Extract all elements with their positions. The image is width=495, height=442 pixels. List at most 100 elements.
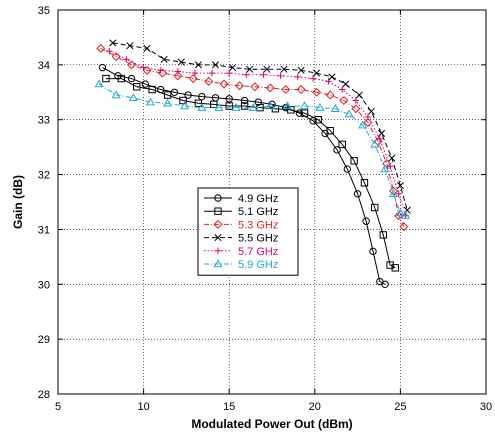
data-point xyxy=(246,65,254,73)
data-point xyxy=(163,91,172,99)
x-tick-label: 20 xyxy=(309,401,321,413)
x-tick-label: 5 xyxy=(55,401,61,413)
data-point xyxy=(141,80,150,88)
data-point xyxy=(395,208,405,217)
data-point xyxy=(184,91,192,99)
data-point xyxy=(263,65,271,73)
data-point xyxy=(240,96,249,105)
legend-marker xyxy=(214,207,222,215)
data-point xyxy=(188,74,198,84)
data-point xyxy=(314,116,322,124)
legend-marker xyxy=(214,247,222,254)
data-point xyxy=(111,52,121,62)
data-point xyxy=(133,83,141,91)
legend-entry: 5.3 GHz xyxy=(204,219,278,231)
data-point xyxy=(363,117,373,127)
data-point xyxy=(344,109,354,118)
legend-entry: 5.1 GHz xyxy=(204,206,278,218)
data-point xyxy=(109,39,117,47)
series-5-3-ghz xyxy=(96,43,409,232)
y-axis-title: Gain (dB) xyxy=(11,175,25,229)
data-point xyxy=(367,107,375,116)
data-point xyxy=(343,165,352,173)
y-tick-label: 30 xyxy=(38,279,50,291)
data-point xyxy=(127,74,136,83)
tick-labels: 5 10 15 20 25 30 28 29 30 31 32 33 34 35 xyxy=(38,5,492,413)
data-point xyxy=(394,211,404,221)
data-point xyxy=(330,104,340,112)
legend-entry: 5.9 GHz xyxy=(204,259,278,271)
data-point xyxy=(140,64,147,71)
data-point xyxy=(309,75,317,82)
data-point xyxy=(280,65,288,73)
legend-marker xyxy=(213,259,223,268)
data-point xyxy=(204,76,214,86)
data-point xyxy=(163,98,173,107)
data-point xyxy=(265,101,275,110)
legend-marker xyxy=(214,194,222,202)
data-point xyxy=(177,58,185,66)
data-point xyxy=(386,163,394,170)
x-tick-label: 15 xyxy=(223,401,235,413)
data-point xyxy=(219,79,229,89)
data-point xyxy=(143,44,151,52)
data-point xyxy=(208,69,216,77)
data-point xyxy=(250,82,260,92)
data-point xyxy=(350,157,358,165)
data-point xyxy=(373,137,383,147)
x-tick-label: 25 xyxy=(394,401,406,413)
data-point xyxy=(325,78,332,85)
data-point xyxy=(126,42,134,50)
series-line xyxy=(102,67,386,285)
data-point xyxy=(353,190,362,198)
data-point xyxy=(174,68,182,75)
legend-marker xyxy=(214,234,222,242)
x-tick-label: 10 xyxy=(137,401,149,413)
y-tick-label: 35 xyxy=(38,5,50,17)
legend-label: 4.9 GHz xyxy=(238,193,278,205)
data-point xyxy=(191,69,199,77)
data-point xyxy=(214,102,224,111)
data-point xyxy=(370,139,380,148)
data-point xyxy=(102,74,110,83)
data-point xyxy=(396,181,404,190)
legend-label: 5.9 GHz xyxy=(238,259,278,271)
data-point xyxy=(157,68,167,78)
data-point xyxy=(326,126,334,135)
data-point xyxy=(197,102,207,111)
x-axis-title: Modulated Power Out (dBm) xyxy=(191,417,352,431)
data-point xyxy=(339,96,349,106)
data-point xyxy=(98,63,107,72)
data-point xyxy=(362,217,370,225)
series-line xyxy=(112,42,408,211)
data-point xyxy=(388,189,399,197)
legend-label: 5.1 GHz xyxy=(238,206,278,218)
data-point xyxy=(315,102,325,111)
data-point xyxy=(211,61,220,69)
data-point xyxy=(179,96,187,105)
data-point xyxy=(254,98,263,106)
data-point xyxy=(157,67,164,74)
data-point xyxy=(229,64,237,72)
data-point xyxy=(328,73,336,81)
data-point xyxy=(173,71,183,81)
y-tick-label: 29 xyxy=(38,334,50,346)
data-point xyxy=(400,211,411,219)
legend-label: 5.7 GHz xyxy=(238,246,278,258)
data-point xyxy=(352,97,360,104)
data-point xyxy=(395,190,402,197)
data-point xyxy=(148,85,156,94)
data-point xyxy=(194,61,202,69)
data-point xyxy=(333,146,341,154)
data-point xyxy=(371,203,379,212)
y-tick-label: 28 xyxy=(38,389,50,401)
data-point xyxy=(297,66,305,74)
series-5-9-ghz xyxy=(94,79,411,219)
data-point xyxy=(312,69,321,77)
y-tick-label: 33 xyxy=(38,115,50,127)
data-point xyxy=(281,85,291,95)
data-point xyxy=(225,95,233,103)
data-point xyxy=(123,56,130,63)
